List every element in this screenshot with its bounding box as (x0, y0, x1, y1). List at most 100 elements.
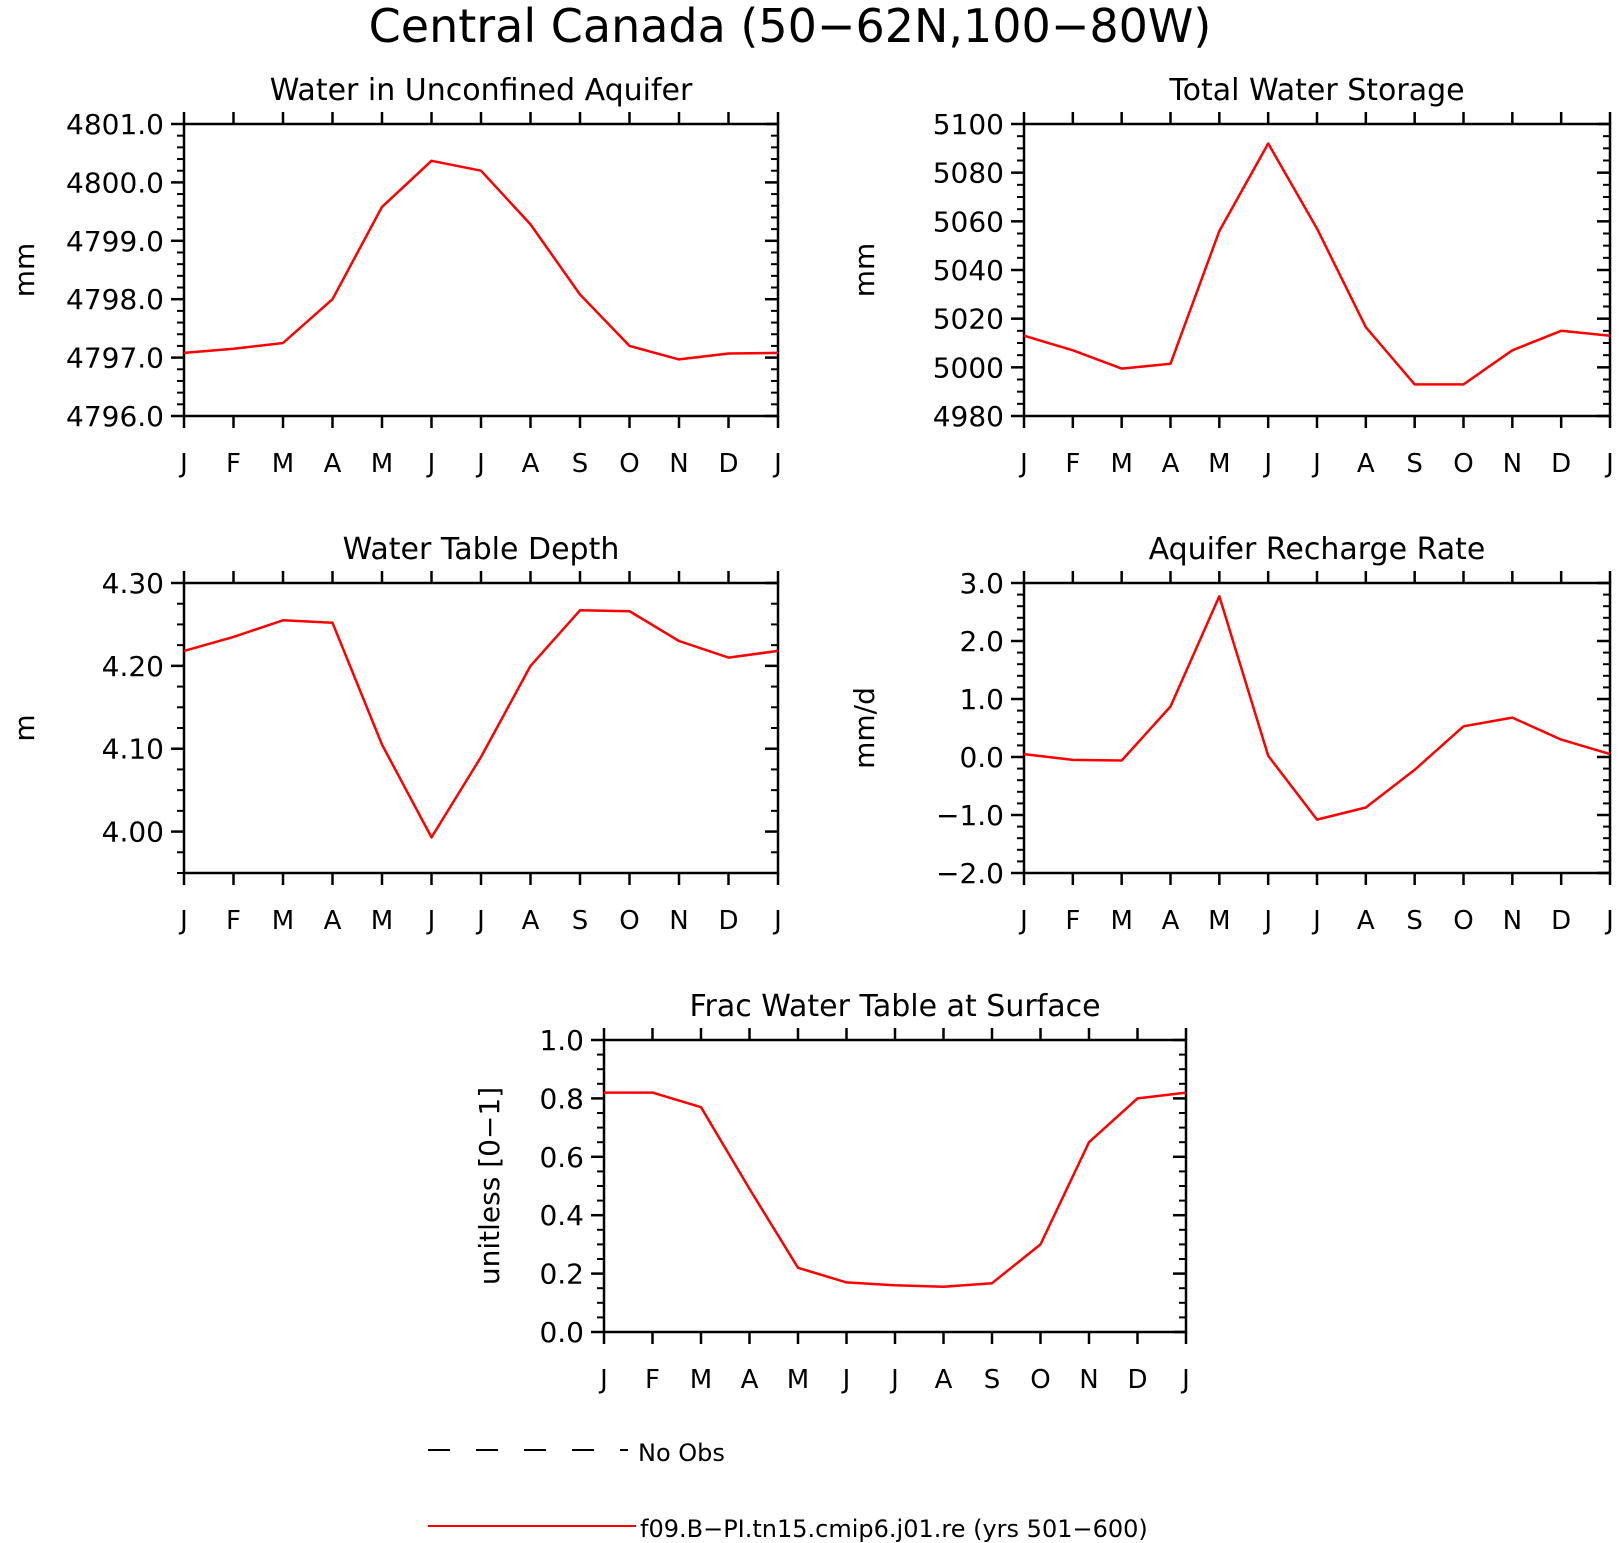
x-tick-label: J (772, 449, 782, 479)
y-axis-label: m (8, 714, 41, 741)
x-tick-label: D (1551, 906, 1571, 936)
x-tick-label: J (1262, 906, 1272, 936)
x-tick-label: J (475, 906, 485, 936)
y-tick-label: 5100 (933, 108, 1004, 141)
x-tick-label: J (475, 449, 485, 479)
x-tick-label: M (371, 906, 393, 936)
x-tick-label: F (226, 906, 241, 936)
x-tick-label: J (1311, 906, 1321, 936)
panel-recharge-rate: J F M A M J J A S O N D J−2.0−1.00.01.02.03.0Aquifer… (848, 532, 1614, 936)
x-tick-label: J (1604, 449, 1614, 479)
x-tick-label: N (669, 449, 688, 479)
y-tick-label: −1.0 (936, 799, 1004, 832)
y-tick-label: 0.4 (539, 1199, 584, 1232)
x-tick-label: O (1453, 449, 1473, 479)
x-tick-label: N (1503, 449, 1522, 479)
y-axis-label: mm/d (848, 687, 881, 769)
x-tick-label: J (841, 1365, 851, 1395)
y-tick-label: 4796.0 (66, 400, 164, 433)
y-tick-label: 4.00 (102, 816, 164, 849)
x-tick-label: D (1127, 1365, 1147, 1395)
x-tick-label: J (598, 1365, 608, 1395)
y-tick-label: 1.0 (539, 1024, 584, 1057)
x-tick-label: A (324, 449, 342, 479)
x-tick-label: S (572, 906, 589, 936)
y-tick-label: 3.0 (959, 567, 1004, 600)
x-tick-label: M (787, 1365, 809, 1395)
x-tick-label: J (889, 1365, 899, 1395)
panel-title: Total Water Storage (1168, 73, 1464, 108)
series-line (604, 1091, 1187, 1288)
x-tick-label: M (1110, 449, 1132, 479)
x-tick-label: J (772, 906, 782, 936)
y-axis-label: mm (8, 243, 41, 298)
y-tick-label: 4.10 (102, 733, 164, 766)
y-tick-label: 4800.0 (66, 166, 164, 199)
x-tick-label: O (1030, 1365, 1050, 1395)
x-tick-label: D (718, 906, 738, 936)
y-tick-label: 4799.0 (66, 225, 164, 258)
y-tick-label: 4980 (933, 400, 1004, 433)
x-tick-label: A (1162, 449, 1180, 479)
panel-title: Frac Water Table at Surface (689, 989, 1100, 1024)
x-tick-label: F (1065, 906, 1080, 936)
x-tick-label: O (619, 449, 639, 479)
x-tick-label: A (1357, 449, 1375, 479)
plot-frame (1022, 122, 1612, 418)
y-axis-label: mm (848, 243, 881, 298)
x-tick-label: N (1079, 1365, 1098, 1395)
x-tick-label: J (426, 449, 436, 479)
y-tick-label: 4801.0 (66, 108, 164, 141)
y-tick-label: 5020 (933, 303, 1004, 336)
x-tick-label: M (1208, 449, 1230, 479)
y-tick-label: 0.6 (539, 1141, 584, 1174)
x-tick-label: M (1110, 906, 1132, 936)
y-axis-label: unitless [0−1] (473, 1087, 506, 1285)
y-tick-label: 2.0 (959, 625, 1004, 658)
x-tick-label: S (1406, 906, 1423, 936)
y-tick-label: 0.0 (539, 1316, 584, 1349)
plot-frame (182, 581, 780, 875)
x-tick-label: F (226, 449, 241, 479)
x-tick-label: J (1018, 906, 1028, 936)
y-tick-label: 1.0 (959, 683, 1004, 716)
plot-frame (1022, 581, 1612, 875)
x-tick-label: J (1262, 449, 1272, 479)
x-tick-label: J (1604, 906, 1614, 936)
series-line (1023, 595, 1611, 821)
x-tick-label: A (1162, 906, 1180, 936)
x-tick-label: J (1018, 449, 1028, 479)
x-tick-label: S (984, 1365, 1001, 1395)
x-tick-label: J (1180, 1365, 1190, 1395)
x-tick-label: D (1551, 449, 1571, 479)
y-tick-label: 5080 (933, 157, 1004, 190)
x-tick-label: F (1065, 449, 1080, 479)
series-line (183, 159, 779, 361)
y-tick-label: 0.0 (959, 741, 1004, 774)
x-tick-label: N (669, 906, 688, 936)
x-tick-label: J (178, 906, 188, 936)
series-line (1023, 142, 1611, 386)
y-tick-label: 4.30 (102, 567, 164, 600)
x-tick-label: N (1503, 906, 1522, 936)
x-tick-label: M (1208, 906, 1230, 936)
y-tick-label: 5060 (933, 205, 1004, 238)
y-tick-label: 5040 (933, 254, 1004, 287)
figure-title: Central Canada (50−62N,100−80W) (369, 0, 1212, 53)
y-tick-label: 0.8 (539, 1082, 584, 1115)
x-tick-label: O (1453, 906, 1473, 936)
x-tick-label: A (522, 449, 540, 479)
x-tick-label: M (371, 449, 393, 479)
x-tick-label: M (272, 906, 294, 936)
plot-frame (182, 122, 780, 418)
panel-unconfined-aquifer: J F M A M J J A S O N D J4796.04797.04798.04799.0480… (8, 73, 782, 479)
y-tick-label: 5000 (933, 351, 1004, 384)
x-tick-label: A (522, 906, 540, 936)
y-tick-label: 4798.0 (66, 283, 164, 316)
x-tick-label: A (741, 1365, 759, 1395)
y-tick-label: 4797.0 (66, 342, 164, 375)
y-tick-label: 4.20 (102, 650, 164, 683)
